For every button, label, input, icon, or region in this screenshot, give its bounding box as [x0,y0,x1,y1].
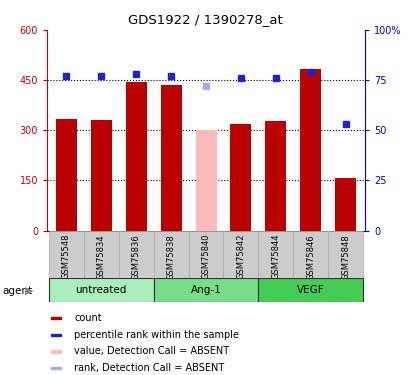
Text: rank, Detection Call = ABSENT: rank, Detection Call = ABSENT [74,363,224,373]
Bar [51,350,61,352]
Bar [335,178,355,231]
Text: GSM75838: GSM75838 [166,234,175,280]
Bar [49,278,153,302]
Bar [51,367,61,369]
Text: percentile rank within the sample: percentile rank within the sample [74,330,238,340]
Text: GSM75834: GSM75834 [97,234,106,279]
Bar [292,231,328,278]
Bar [51,333,61,336]
Bar [195,130,216,231]
Bar [51,317,61,320]
Bar [56,118,76,231]
Text: GSM75836: GSM75836 [131,234,140,280]
Text: Ang-1: Ang-1 [190,285,221,295]
Text: ▶: ▶ [25,286,34,296]
Bar [153,278,258,302]
Text: GSM75548: GSM75548 [62,234,71,279]
Text: agent: agent [2,286,32,296]
Bar [153,231,188,278]
Bar [126,82,146,231]
Text: GSM75840: GSM75840 [201,234,210,279]
Bar [265,121,285,231]
Bar [160,84,181,231]
Bar [188,231,223,278]
Bar [328,231,362,278]
Text: VEGF: VEGF [296,285,324,295]
Text: value, Detection Call = ABSENT: value, Detection Call = ABSENT [74,346,229,356]
Bar [230,124,251,231]
Bar [49,231,83,278]
Bar [223,231,258,278]
Text: count: count [74,313,101,323]
Bar [90,120,112,231]
Bar [119,231,153,278]
Bar [258,231,292,278]
Text: GSM75842: GSM75842 [236,234,245,279]
Text: GSM75848: GSM75848 [340,234,349,279]
Text: GDS1922 / 1390278_at: GDS1922 / 1390278_at [127,13,282,26]
Bar [258,278,362,302]
Text: untreated: untreated [75,285,127,295]
Bar [83,231,119,278]
Text: GSM75844: GSM75844 [271,234,280,279]
Bar [299,69,321,231]
Text: GSM75846: GSM75846 [306,234,315,279]
